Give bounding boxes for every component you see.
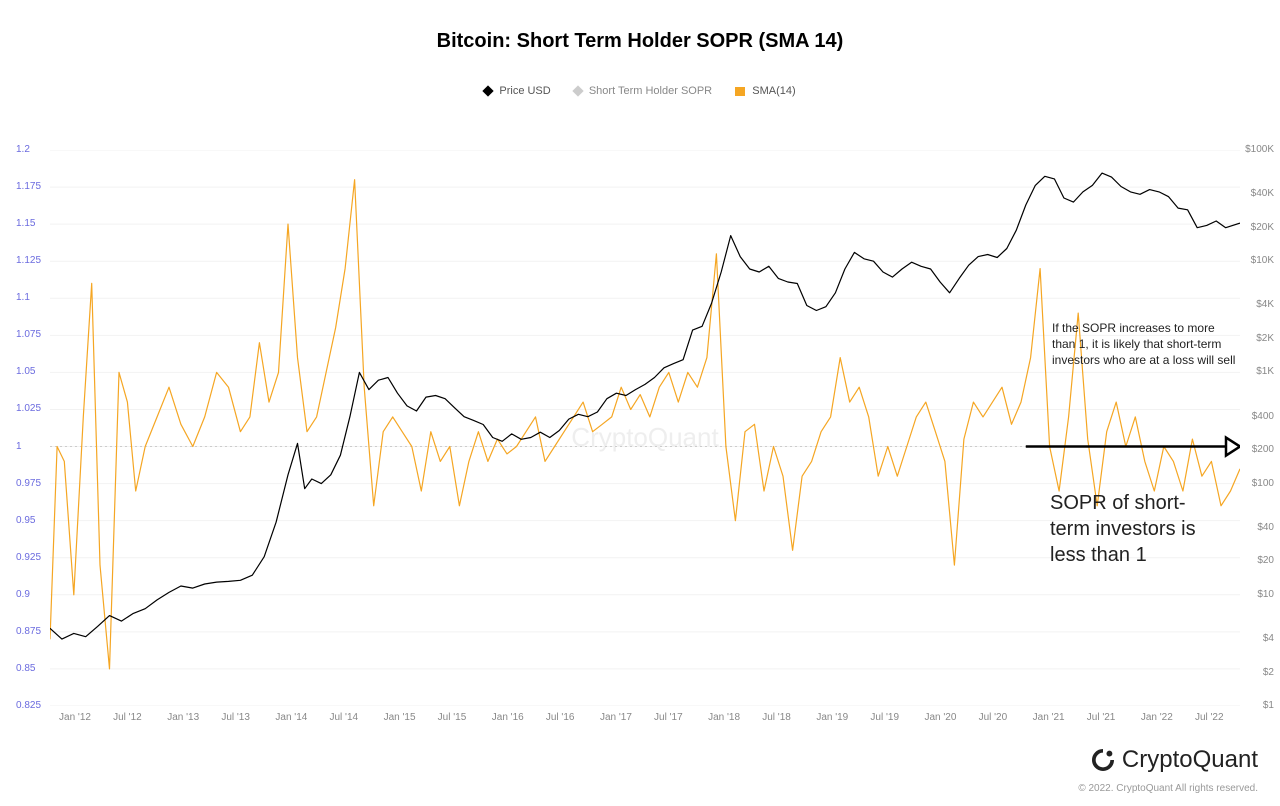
diamond-icon xyxy=(483,85,494,96)
legend-item-price: Price USD xyxy=(484,85,550,97)
y-left-tick: 1.05 xyxy=(16,366,35,377)
chart-svg xyxy=(50,150,1240,706)
triangle-icon xyxy=(735,87,745,96)
y-right-tick: $100K xyxy=(1245,144,1274,155)
y-right-tick: $400 xyxy=(1252,411,1274,422)
diamond-icon xyxy=(572,85,583,96)
x-tick: Jul '12 xyxy=(113,712,142,723)
y-right-tick: $4K xyxy=(1256,299,1274,310)
x-tick: Jul '20 xyxy=(979,712,1008,723)
x-tick: Jan '21 xyxy=(1033,712,1065,723)
x-tick: Jul '16 xyxy=(546,712,575,723)
y-left-tick: 1.175 xyxy=(16,181,41,192)
x-tick: Jan '17 xyxy=(600,712,632,723)
y-left-tick: 1 xyxy=(16,441,22,452)
y-left-tick: 1.1 xyxy=(16,292,30,303)
y-right-tick: $40K xyxy=(1251,188,1274,199)
x-tick: Jan '12 xyxy=(59,712,91,723)
x-tick: Jan '15 xyxy=(384,712,416,723)
x-tick: Jul '15 xyxy=(438,712,467,723)
y-left-tick: 0.975 xyxy=(16,478,41,489)
y-right-tick: $1 xyxy=(1263,700,1274,711)
y-right-tick: $100 xyxy=(1252,478,1274,489)
y-left-tick: 0.825 xyxy=(16,700,41,711)
x-tick: Jul '22 xyxy=(1195,712,1224,723)
brand-logo: CryptoQuant xyxy=(1092,746,1258,774)
legend: Price USD Short Term Holder SOPR SMA(14) xyxy=(0,85,1280,97)
copyright: © 2022. CryptoQuant All rights reserved. xyxy=(1078,783,1258,794)
y-right-tick: $40 xyxy=(1257,522,1274,533)
cryptoquant-icon xyxy=(1092,749,1114,771)
x-tick: Jan '18 xyxy=(708,712,740,723)
legend-label: Short Term Holder SOPR xyxy=(589,85,712,97)
y-left-tick: 1.2 xyxy=(16,144,30,155)
x-tick: Jul '14 xyxy=(330,712,359,723)
x-tick: Jan '19 xyxy=(816,712,848,723)
y-right-tick: $2 xyxy=(1263,667,1274,678)
y-left-tick: 0.875 xyxy=(16,626,41,637)
y-right-tick: $10K xyxy=(1251,255,1274,266)
x-tick: Jul '19 xyxy=(870,712,899,723)
x-tick: Jan '16 xyxy=(492,712,524,723)
brand-text: CryptoQuant xyxy=(1122,746,1258,774)
legend-item-sopr: Short Term Holder SOPR xyxy=(574,85,712,97)
annotation-sopr-lessthan1: SOPR of short-term investors isless than… xyxy=(1050,490,1230,568)
y-right-tick: $20K xyxy=(1251,222,1274,233)
y-right-tick: $10 xyxy=(1257,589,1274,600)
chart-plot-area: CryptoQuant xyxy=(50,150,1240,706)
annotation-sopr-increase: If the SOPR increases to morethan 1, it … xyxy=(1052,320,1272,369)
chart-title: Bitcoin: Short Term Holder SOPR (SMA 14) xyxy=(0,30,1280,53)
y-left-tick: 1.025 xyxy=(16,403,41,414)
x-tick: Jan '22 xyxy=(1141,712,1173,723)
y-right-tick: $20 xyxy=(1257,555,1274,566)
x-tick: Jul '21 xyxy=(1087,712,1116,723)
y-left-tick: 0.9 xyxy=(16,589,30,600)
legend-label: SMA(14) xyxy=(752,85,795,97)
x-tick: Jan '14 xyxy=(275,712,307,723)
x-tick: Jul '17 xyxy=(654,712,683,723)
y-left-tick: 0.925 xyxy=(16,552,41,563)
legend-label: Price USD xyxy=(499,85,550,97)
x-tick: Jan '13 xyxy=(167,712,199,723)
y-left-tick: 0.85 xyxy=(16,663,35,674)
y-right-tick: $4 xyxy=(1263,633,1274,644)
y-left-tick: 0.95 xyxy=(16,515,35,526)
y-right-tick: $200 xyxy=(1252,444,1274,455)
x-tick: Jul '18 xyxy=(762,712,791,723)
y-left-tick: 1.125 xyxy=(16,255,41,266)
x-tick: Jul '13 xyxy=(221,712,250,723)
y-left-tick: 1.15 xyxy=(16,218,35,229)
legend-item-sma: SMA(14) xyxy=(735,85,795,97)
x-tick: Jan '20 xyxy=(925,712,957,723)
y-left-tick: 1.075 xyxy=(16,329,41,340)
